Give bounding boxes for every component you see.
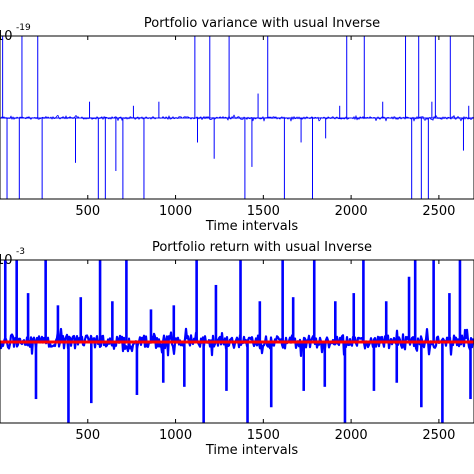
- return-plot-frame: [0, 259, 474, 424]
- variance-exponent-power: -19: [16, 23, 31, 33]
- return-x-ticks: 500 1000 1500 2000 2500: [75, 260, 455, 443]
- x-tick-label: 1000: [159, 428, 192, 443]
- series-noise-trace: [0, 327, 474, 357]
- variance-chart-title: Portfolio variance with usual Inverse: [144, 16, 380, 31]
- return-x-axis-label: Time intervals: [205, 443, 299, 458]
- return-plot-area: [0, 260, 474, 423]
- variance-plot-area: [0, 36, 474, 199]
- x-tick-label: 500: [75, 428, 100, 443]
- x-tick-label: 2500: [422, 428, 455, 443]
- return-panel: Portfolio return with usual Inverse 10 -…: [0, 240, 474, 458]
- variance-panel: Portfolio variance with usual Inverse 10…: [0, 16, 474, 234]
- x-tick-label: 2000: [335, 204, 368, 219]
- return-chart-title: Portfolio return with usual Inverse: [152, 240, 372, 255]
- variance-plot-frame: [0, 35, 474, 200]
- x-tick-label: 2500: [422, 204, 455, 219]
- x-tick-label: 500: [75, 204, 100, 219]
- x-tick-label: 2000: [335, 428, 368, 443]
- return-exponent-power: -3: [16, 247, 25, 257]
- variance-x-axis-label: Time intervals: [205, 219, 299, 234]
- x-tick-label: 1000: [159, 204, 192, 219]
- x-tick-label: 1500: [247, 204, 280, 219]
- x-tick-label: 1500: [247, 428, 280, 443]
- variance-x-ticks: 500 1000 1500 2000 2500: [75, 36, 455, 219]
